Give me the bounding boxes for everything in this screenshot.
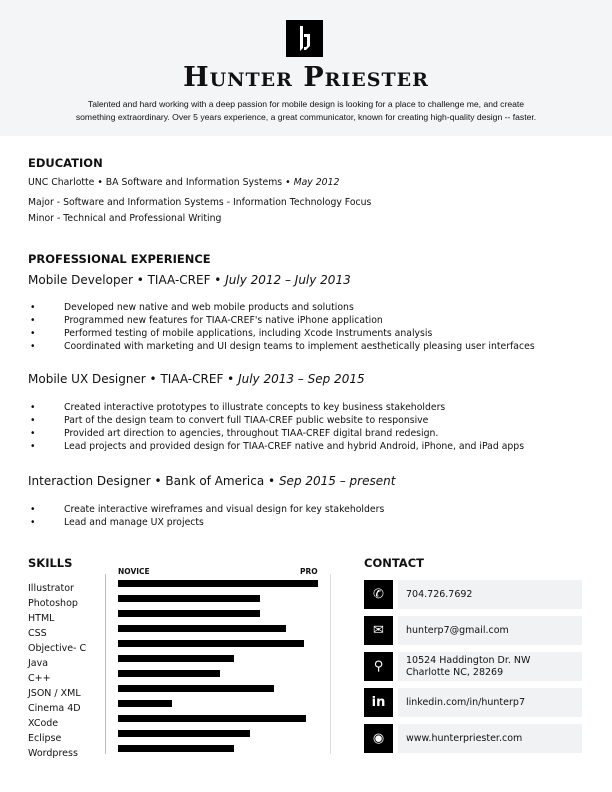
skill-bar [118, 610, 260, 617]
experience-heading: PROFESSIONAL EXPERIENCE [28, 252, 211, 266]
skill-bar [118, 640, 304, 647]
contact-value[interactable]: www.hunterpriester.com [398, 724, 582, 753]
skill-bar [118, 670, 220, 677]
linkedin-icon: in [364, 688, 393, 717]
skill-name: HTML [28, 613, 55, 624]
contact-line: www.hunterpriester.com [406, 732, 523, 744]
job-title: Mobile Developer • TIAA-CREF • July 2012… [28, 273, 351, 287]
contact-line: hunterp7@gmail.com [406, 624, 509, 636]
list-item: Lead and manage UX projects [28, 516, 384, 529]
scale-max-label: PRO [300, 567, 318, 576]
education-degree: UNC Charlotte • BA Software and Informat… [28, 177, 340, 188]
contact-row: ✉ hunterp7@gmail.com [364, 616, 582, 645]
job-title: Mobile UX Designer • TIAA-CREF • July 20… [28, 372, 365, 386]
skills-heading: SKILLS [28, 556, 73, 570]
location-pin-icon: ⚲ [364, 652, 393, 681]
contact-line: linkedin.com/in/hunterp7 [406, 696, 525, 708]
contact-value[interactable]: 704.726.7692 [398, 580, 582, 609]
phone-icon: ✆ [364, 580, 393, 609]
skill-bar [118, 580, 318, 587]
email-icon: ✉ [364, 616, 393, 645]
header: Hunter Priester Talented and hard workin… [0, 0, 612, 136]
skill-name: Photoshop [28, 598, 78, 609]
list-item: Programmed new features for TIAA-CREF's … [28, 314, 535, 327]
skill-name: Java [28, 658, 49, 669]
skill-name: Illustrator [28, 583, 74, 594]
skill-bar [118, 745, 234, 752]
skill-bar [118, 595, 260, 602]
skill-bars [118, 580, 318, 760]
scale-min-label: NOVICE [118, 567, 150, 576]
contact-row: in linkedin.com/in/hunterp7 [364, 688, 582, 717]
divider [330, 574, 331, 754]
contact-line: 10524 Haddington Dr. NW [406, 654, 531, 666]
job-bullets: Developed new native and web mobile prod… [28, 301, 535, 353]
divider [105, 574, 106, 754]
list-item: Provided art direction to agencies, thro… [28, 427, 524, 440]
list-item: Part of the design team to convert full … [28, 414, 524, 427]
contact-heading: CONTACT [364, 556, 424, 570]
contact-row: ✆ 704.726.7692 [364, 580, 582, 609]
contact-value[interactable]: 10524 Haddington Dr. NW Charlotte NC, 282… [398, 652, 582, 681]
education-heading: EDUCATION [28, 156, 103, 170]
skill-name: CSS [28, 628, 47, 639]
skill-bar [118, 730, 250, 737]
globe-icon: ◉ [364, 724, 393, 753]
education-major: Major - Software and Information Systems… [28, 197, 372, 208]
skill-name: Eclipse [28, 733, 62, 744]
list-item: Performed testing of mobile applications… [28, 327, 535, 340]
list-item: Lead projects and provided design for TI… [28, 440, 524, 453]
contact-row: ⚲ 10524 Haddington Dr. NW Charlotte NC, 28… [364, 652, 582, 681]
summary: Talented and hard working with a deep pa… [75, 99, 537, 122]
list-item: Created interactive prototypes to illust… [28, 401, 524, 414]
contact-row: ◉ www.hunterpriester.com [364, 724, 582, 753]
skill-name: Wordpress [28, 748, 78, 759]
skill-name: Objective- C [28, 643, 87, 654]
skill-name: C++ [28, 673, 51, 684]
skill-bar [118, 655, 234, 662]
logo-icon [286, 20, 323, 57]
job-title: Interaction Designer • Bank of America •… [28, 474, 396, 488]
contact-value[interactable]: linkedin.com/in/hunterp7 [398, 688, 582, 717]
list-item: Coordinated with marketing and UI design… [28, 340, 535, 353]
contact-line: Charlotte NC, 28269 [406, 666, 504, 678]
skill-bar [118, 700, 172, 707]
skill-bar [118, 715, 306, 722]
job-bullets: Created interactive prototypes to illust… [28, 401, 524, 453]
skill-name: JSON / XML [28, 688, 81, 699]
list-item: Developed new native and web mobile prod… [28, 301, 535, 314]
skill-bar [118, 625, 286, 632]
education-minor: Minor - Technical and Professional Writi… [28, 213, 222, 224]
job-bullets: Create interactive wireframes and visual… [28, 503, 384, 529]
skill-name: XCode [28, 718, 59, 729]
contact-line: 704.726.7692 [406, 588, 473, 600]
list-item: Create interactive wireframes and visual… [28, 503, 384, 516]
contact-value[interactable]: hunterp7@gmail.com [398, 616, 582, 645]
skill-name: Cinema 4D [28, 703, 81, 714]
name: Hunter Priester [183, 62, 429, 93]
skill-bar [118, 685, 274, 692]
skill-names: Illustrator Photoshop HTML CSS Objective- C J… [28, 581, 86, 761]
